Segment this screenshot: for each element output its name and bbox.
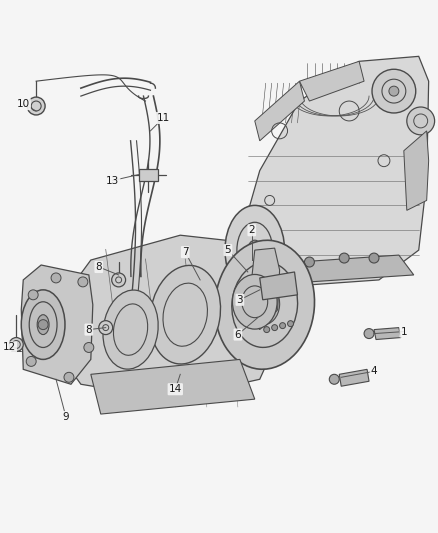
Ellipse shape (215, 240, 314, 369)
Polygon shape (339, 369, 369, 386)
Ellipse shape (248, 240, 262, 260)
Polygon shape (404, 131, 429, 211)
Circle shape (51, 273, 61, 283)
Text: 2: 2 (248, 225, 255, 235)
Circle shape (26, 357, 36, 366)
Polygon shape (248, 248, 279, 329)
Circle shape (288, 321, 293, 327)
Circle shape (84, 343, 94, 352)
Text: 8: 8 (95, 262, 102, 272)
Text: 5: 5 (225, 245, 231, 255)
Polygon shape (255, 255, 414, 285)
Circle shape (329, 374, 339, 384)
Text: 9: 9 (63, 412, 69, 422)
Circle shape (99, 321, 113, 335)
Polygon shape (255, 81, 304, 141)
Polygon shape (260, 272, 297, 300)
Circle shape (264, 327, 270, 333)
Text: 10: 10 (17, 99, 30, 109)
Polygon shape (91, 359, 255, 414)
Text: 8: 8 (85, 325, 92, 335)
Circle shape (279, 322, 286, 329)
Circle shape (339, 253, 349, 263)
Text: 12: 12 (3, 343, 16, 352)
Text: 6: 6 (235, 329, 241, 340)
Circle shape (270, 265, 279, 275)
Polygon shape (59, 235, 279, 399)
Circle shape (78, 277, 88, 287)
Ellipse shape (225, 205, 285, 295)
Ellipse shape (103, 290, 158, 369)
Circle shape (27, 97, 45, 115)
Circle shape (407, 107, 434, 135)
Circle shape (272, 325, 278, 330)
Bar (138, 168, 159, 181)
Text: 14: 14 (169, 384, 182, 394)
Polygon shape (21, 265, 93, 384)
Text: 11: 11 (157, 113, 170, 123)
Text: 4: 4 (371, 366, 377, 376)
Ellipse shape (250, 285, 279, 325)
Circle shape (9, 337, 23, 351)
Ellipse shape (21, 290, 65, 359)
Polygon shape (220, 56, 429, 295)
Polygon shape (374, 328, 401, 340)
Circle shape (372, 69, 416, 113)
Polygon shape (300, 61, 364, 101)
Text: 13: 13 (106, 175, 119, 185)
Ellipse shape (150, 265, 221, 364)
Circle shape (369, 253, 379, 263)
Circle shape (64, 373, 74, 382)
Ellipse shape (233, 274, 277, 329)
Text: 7: 7 (182, 247, 188, 257)
Ellipse shape (37, 314, 49, 335)
Text: 3: 3 (237, 295, 243, 305)
Circle shape (28, 290, 38, 300)
Circle shape (389, 86, 399, 96)
Circle shape (304, 257, 314, 267)
Circle shape (112, 273, 126, 287)
Circle shape (364, 329, 374, 338)
Text: 1: 1 (400, 327, 407, 336)
Circle shape (38, 320, 48, 329)
